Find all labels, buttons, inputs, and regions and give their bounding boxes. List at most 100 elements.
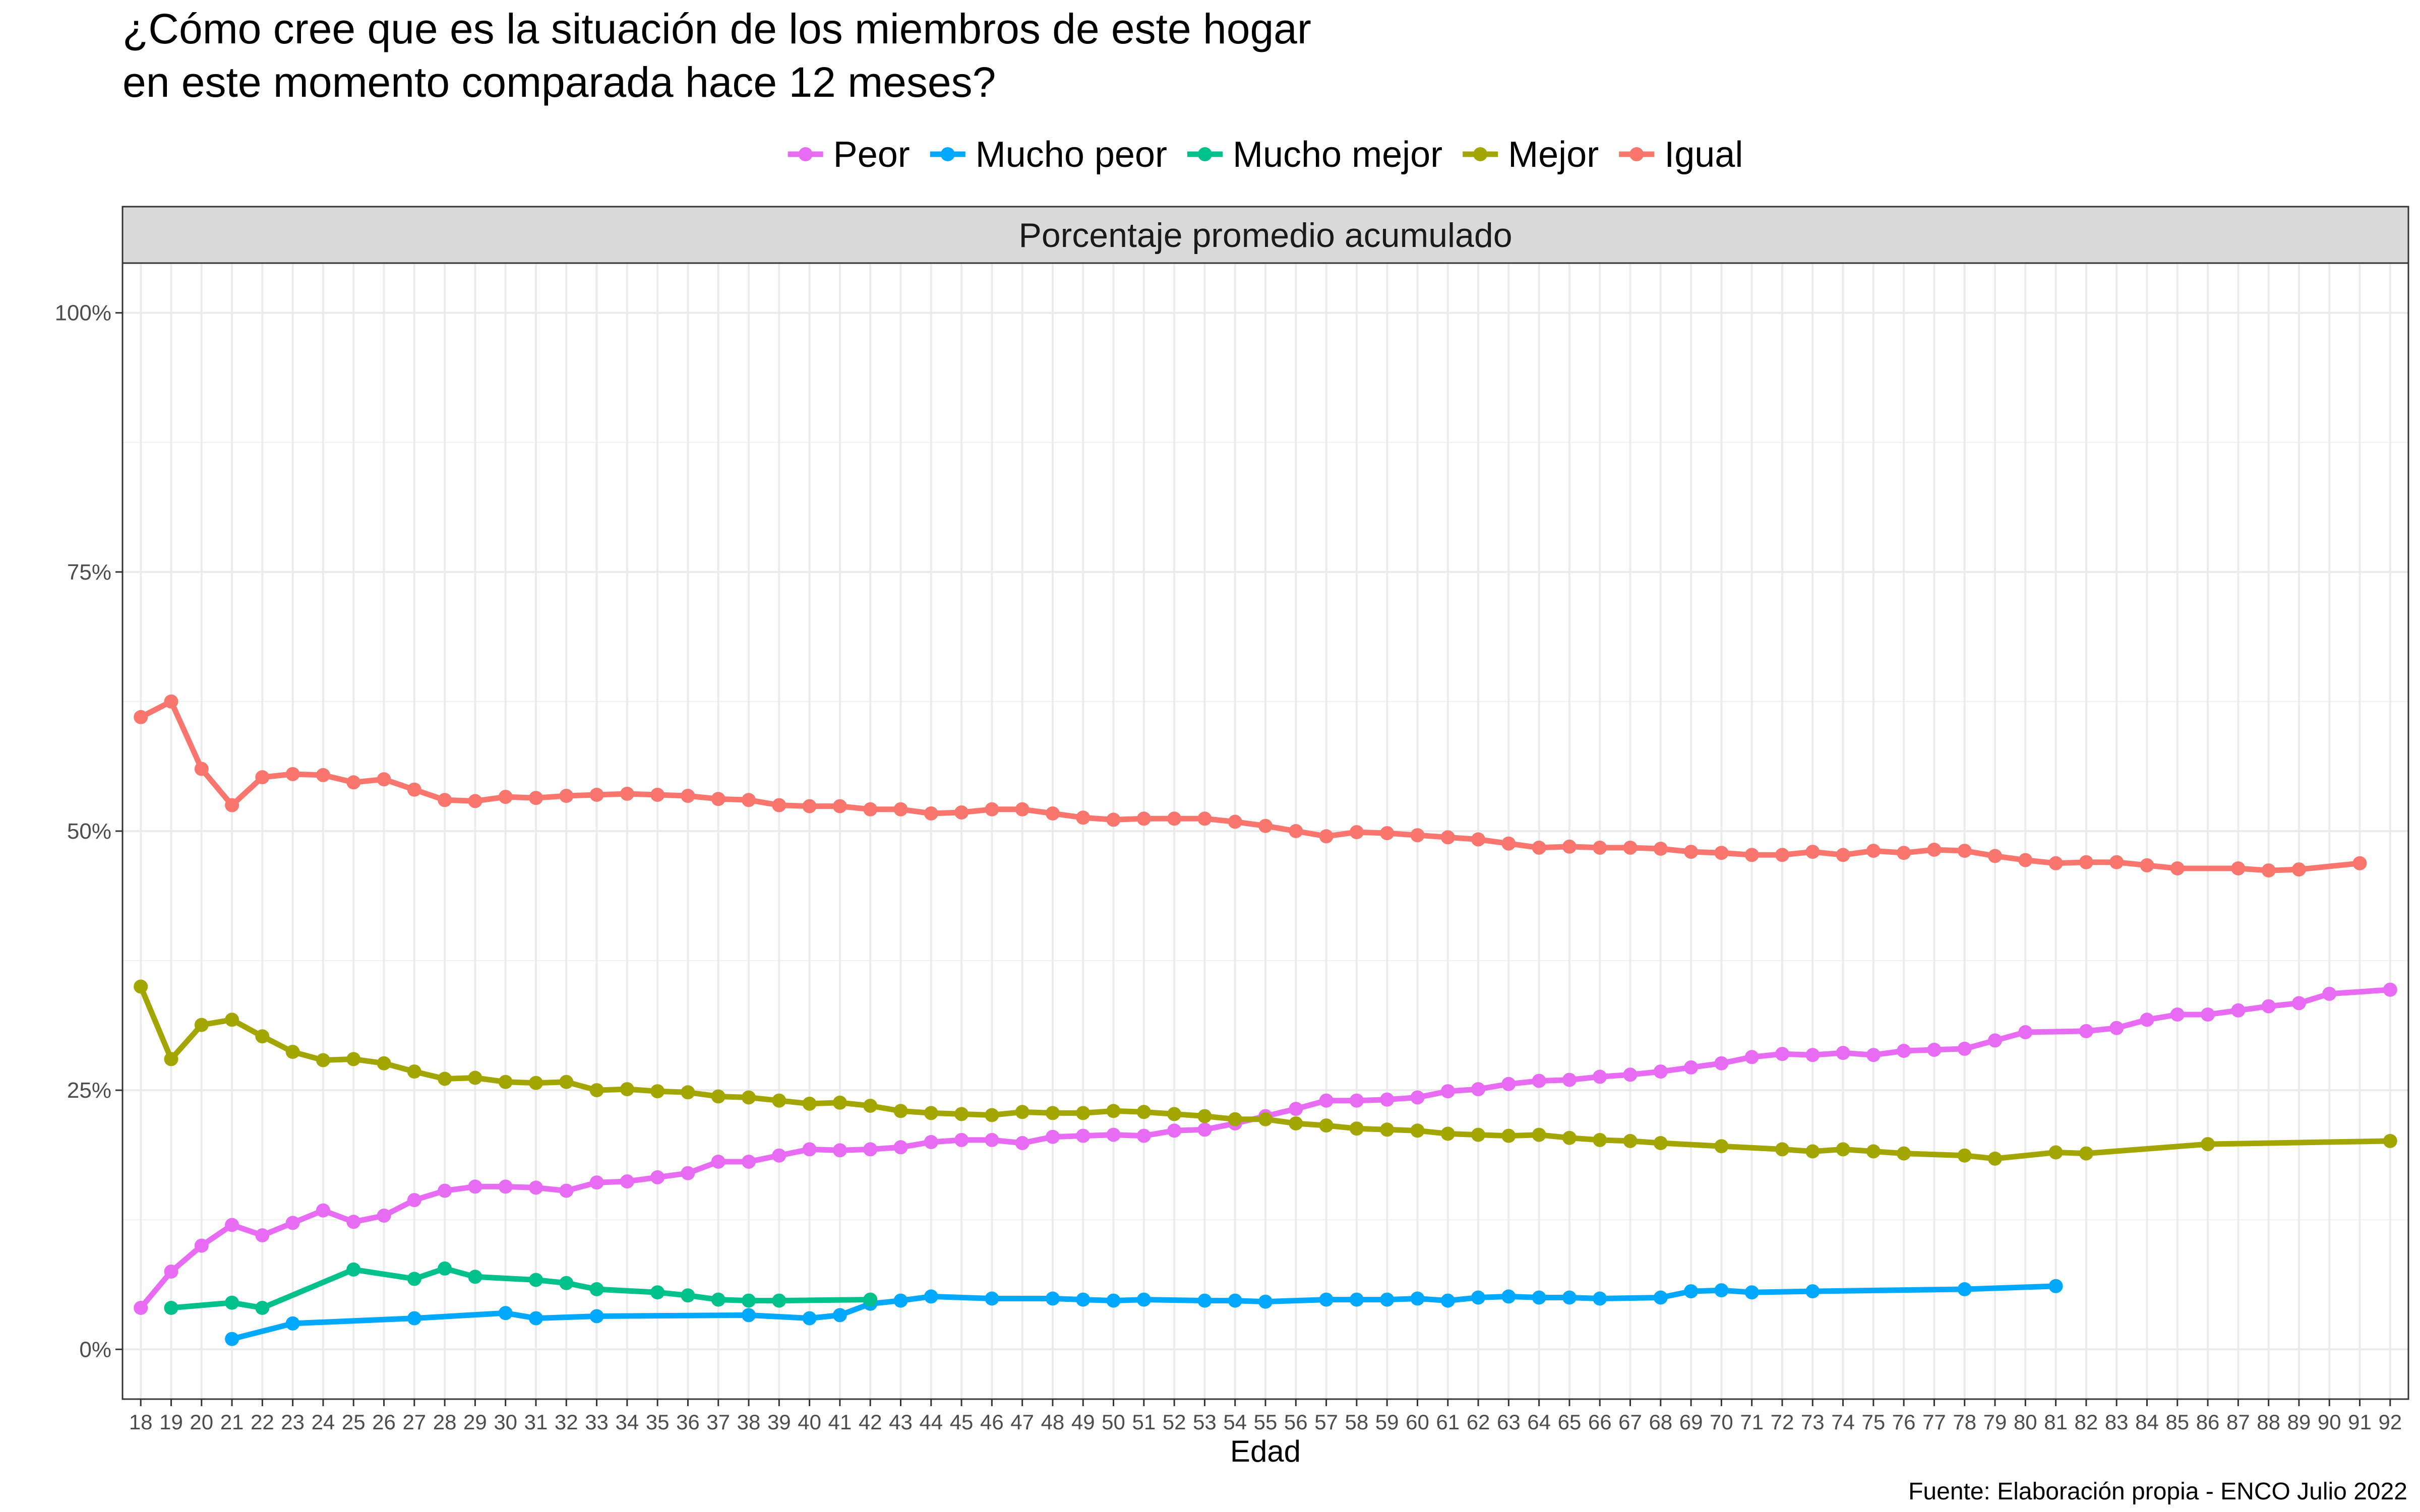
data-point <box>1775 848 1789 862</box>
x-tick-label: 87 <box>2226 1410 2250 1434</box>
data-point <box>832 1143 847 1158</box>
data-point <box>1349 1292 1364 1307</box>
data-point <box>1714 1056 1729 1070</box>
legend-item-igual: Igual <box>1619 135 1743 175</box>
data-point <box>742 1293 756 1308</box>
data-point <box>225 1218 239 1232</box>
data-point <box>1349 825 1364 840</box>
data-point <box>1562 1130 1577 1145</box>
data-point <box>2048 856 2063 870</box>
data-point <box>529 791 543 805</box>
data-point <box>194 1238 209 1253</box>
data-point <box>1653 1064 1668 1079</box>
legend-key-point <box>1629 147 1644 161</box>
data-point <box>1197 1109 1212 1123</box>
data-point <box>559 1276 574 1290</box>
data-point <box>255 1301 270 1315</box>
x-tick-label: 51 <box>1132 1410 1156 1434</box>
data-point <box>1897 1044 1911 1058</box>
x-tick-label: 54 <box>1223 1410 1247 1434</box>
x-tick-label: 52 <box>1163 1410 1186 1434</box>
data-point <box>1319 1093 1334 1108</box>
data-point <box>2018 853 2033 867</box>
data-point <box>2201 1137 2215 1152</box>
data-point <box>1927 1042 1942 1057</box>
data-point <box>2383 1133 2397 1148</box>
data-point <box>1593 1291 1607 1306</box>
x-tick-label: 36 <box>676 1410 700 1434</box>
data-point <box>1380 1092 1395 1107</box>
data-point <box>1440 1293 1455 1308</box>
x-tick-label: 61 <box>1436 1410 1460 1434</box>
data-point <box>1988 1151 2002 1166</box>
data-point <box>1744 1050 1759 1064</box>
data-point <box>1136 1105 1151 1119</box>
data-point <box>711 1292 725 1307</box>
data-point <box>164 1301 178 1315</box>
data-point <box>407 1272 421 1286</box>
x-tick-label: 26 <box>372 1410 396 1434</box>
data-point <box>832 1308 847 1322</box>
x-tick-label: 64 <box>1527 1410 1551 1434</box>
data-point <box>1805 1048 1820 1062</box>
data-point <box>2383 982 2397 997</box>
data-point <box>1532 1127 1546 1142</box>
data-point <box>681 1085 695 1100</box>
data-point <box>1440 1126 1455 1141</box>
x-tick-label: 70 <box>1710 1410 1733 1434</box>
data-point <box>2352 856 2367 870</box>
x-tick-label: 40 <box>798 1410 821 1434</box>
data-point <box>134 979 148 994</box>
data-point <box>255 1029 270 1044</box>
data-point <box>1258 1112 1273 1126</box>
data-point <box>285 1045 300 1059</box>
x-tick-label: 33 <box>585 1410 609 1434</box>
data-point <box>681 1166 695 1180</box>
data-point <box>316 768 330 782</box>
x-tick-label: 82 <box>2075 1410 2098 1434</box>
data-point <box>377 1056 391 1070</box>
x-tick-label: 46 <box>980 1410 1004 1434</box>
title-line-1: ¿Cómo cree que es la situación de los mi… <box>123 5 1311 52</box>
data-point <box>1410 1291 1425 1306</box>
data-point <box>1380 1292 1395 1307</box>
data-point <box>589 788 604 802</box>
data-point <box>924 1135 938 1149</box>
chart-title: ¿Cómo cree que es la situación de los mi… <box>123 5 1311 106</box>
data-point <box>225 1332 239 1346</box>
data-point <box>1836 1046 1850 1060</box>
data-point <box>2018 1025 2033 1039</box>
data-point <box>620 1082 634 1097</box>
data-point <box>1988 1033 2002 1048</box>
data-point <box>1167 1123 1182 1138</box>
data-point <box>893 1104 908 1118</box>
data-point <box>772 1293 786 1308</box>
gridlines <box>123 263 2408 1399</box>
data-point <box>1623 1133 1638 1148</box>
x-tick-label: 72 <box>1771 1410 1794 1434</box>
legend-label: Mucho mejor <box>1233 135 1442 175</box>
x-tick-label: 44 <box>919 1410 943 1434</box>
data-point <box>1532 840 1546 855</box>
data-point <box>1684 1284 1699 1299</box>
x-tick-label: 59 <box>1375 1410 1399 1434</box>
data-point <box>194 1018 209 1032</box>
data-point <box>1349 1093 1364 1108</box>
data-point <box>1197 811 1212 826</box>
x-tick-label: 68 <box>1649 1410 1672 1434</box>
data-point <box>1501 836 1516 851</box>
x-tick-label: 91 <box>2348 1410 2372 1434</box>
data-point <box>802 1142 817 1157</box>
x-tick-label: 77 <box>1922 1410 1946 1434</box>
data-point <box>589 1309 604 1324</box>
data-point <box>954 1107 969 1121</box>
x-tick-label: 35 <box>646 1410 670 1434</box>
legend-item-mucho-mejor: Mucho mejor <box>1187 135 1442 175</box>
data-point <box>863 802 878 816</box>
data-point <box>772 798 786 812</box>
data-point <box>225 1295 239 1310</box>
data-point <box>468 794 482 808</box>
x-tick-label: 29 <box>463 1410 487 1434</box>
x-axis-title: Edad <box>1230 1434 1301 1468</box>
data-point <box>1046 1291 1060 1306</box>
